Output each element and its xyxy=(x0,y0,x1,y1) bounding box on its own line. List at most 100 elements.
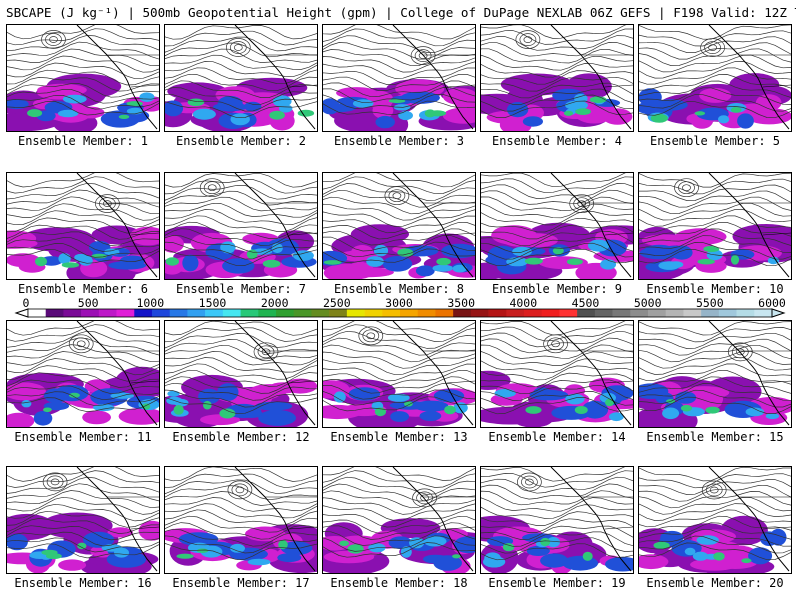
colorbar-tick-label: 5000 xyxy=(633,296,662,310)
ensemble-member-map[interactable] xyxy=(164,24,318,132)
ensemble-member-map[interactable] xyxy=(6,172,160,280)
colorbar-swatch xyxy=(28,309,47,317)
colorbar-swatch xyxy=(240,309,259,317)
colorbar-swatch xyxy=(470,309,489,317)
political-borders xyxy=(581,496,633,530)
colorbar-swatch xyxy=(417,309,436,317)
colorbar-swatch xyxy=(364,309,383,317)
ensemble-member-label: Ensemble Member: 9 xyxy=(491,282,623,296)
colorbar-swatch xyxy=(506,309,525,317)
ensemble-member-map[interactable] xyxy=(638,320,792,428)
political-borders xyxy=(107,202,159,236)
colorbar-swatch xyxy=(98,309,117,317)
ensemble-member-label: Ensemble Member: 15 xyxy=(646,430,784,444)
colorbar-tick-label: 3500 xyxy=(447,296,476,310)
colorbar-max-arrow xyxy=(771,308,786,318)
cape-shading xyxy=(165,77,315,131)
political-borders xyxy=(581,350,633,384)
coastline xyxy=(392,25,474,130)
colorbar-tick-label: 2500 xyxy=(322,296,351,310)
political-borders xyxy=(581,202,633,236)
colorbar-swatch xyxy=(453,309,472,317)
cape-shading xyxy=(7,512,159,573)
colorbar-swatch xyxy=(524,309,543,317)
map-plot xyxy=(165,173,317,279)
colorbar-swatch xyxy=(45,309,64,317)
political-borders xyxy=(739,496,791,530)
ensemble-member-label: Ensemble Member: 1 xyxy=(17,134,149,148)
political-borders xyxy=(423,54,475,88)
map-plot xyxy=(7,25,159,131)
figure-title: SBCAPE (J kg⁻¹) | 500mb Geopotential Hei… xyxy=(6,5,796,20)
coastline xyxy=(234,467,316,572)
colorbar-swatch xyxy=(630,309,649,317)
ensemble-member-map[interactable] xyxy=(638,172,792,280)
map-plot xyxy=(7,173,159,279)
colorbar-swatch xyxy=(612,309,631,317)
colorbar-swatch xyxy=(276,309,295,317)
height-contours xyxy=(481,173,633,267)
colorbar-swatch xyxy=(293,309,312,317)
political-borders xyxy=(581,54,633,88)
ensemble-member-map[interactable] xyxy=(322,466,476,574)
colorbar-swatch xyxy=(736,309,755,317)
coastline xyxy=(708,25,790,130)
colorbar-swatch xyxy=(258,309,277,317)
height-contours xyxy=(639,173,791,267)
political-borders xyxy=(265,496,317,530)
colorbar-tick-label: 6000 xyxy=(758,296,786,310)
ensemble-member-map[interactable] xyxy=(322,24,476,132)
colorbar-swatch xyxy=(329,309,348,317)
height-contours xyxy=(481,25,633,118)
political-borders xyxy=(423,202,475,236)
ensemble-member-label: Ensemble Member: 5 xyxy=(649,134,781,148)
political-borders xyxy=(423,350,475,384)
colorbar-swatch xyxy=(559,309,578,317)
coastline xyxy=(234,321,316,426)
coastline xyxy=(708,173,790,278)
political-borders xyxy=(423,496,475,530)
height-contours xyxy=(323,173,475,263)
colorbar-swatch xyxy=(205,309,224,317)
coastline xyxy=(234,25,316,130)
ensemble-member-map[interactable] xyxy=(480,320,634,428)
height-contours xyxy=(7,173,159,264)
ensemble-member-map[interactable] xyxy=(480,466,634,574)
colorbar-swatch xyxy=(718,309,737,317)
ensemble-member-map[interactable] xyxy=(638,466,792,574)
map-plot xyxy=(323,321,475,427)
colorbar-tick-label: 0 xyxy=(22,296,30,310)
political-borders xyxy=(107,496,159,530)
colorbar-tick-label: 1500 xyxy=(198,296,227,310)
ensemble-member-map[interactable] xyxy=(6,24,160,132)
cape-shading xyxy=(7,73,159,131)
map-plot xyxy=(323,173,475,279)
ensemble-member-map[interactable] xyxy=(164,320,318,428)
ensemble-member-label: Ensemble Member: 14 xyxy=(488,430,626,444)
ensemble-member-map[interactable] xyxy=(322,320,476,428)
ensemble-member-map[interactable] xyxy=(6,466,160,574)
ensemble-member-label: Ensemble Member: 16 xyxy=(14,576,152,590)
ensemble-member-map[interactable] xyxy=(164,172,318,280)
political-borders xyxy=(739,350,791,384)
map-plot xyxy=(639,321,791,427)
political-borders xyxy=(739,202,791,236)
ensemble-member-map[interactable] xyxy=(480,172,634,280)
ensemble-member-map[interactable] xyxy=(6,320,160,428)
ensemble-member-map[interactable] xyxy=(164,466,318,574)
height-contours xyxy=(165,321,317,415)
map-plot xyxy=(639,467,791,573)
coastline xyxy=(76,321,158,426)
ensemble-member-map[interactable] xyxy=(480,24,634,132)
height-contours xyxy=(639,25,791,119)
ensemble-member-map[interactable] xyxy=(322,172,476,280)
cape-shading xyxy=(7,225,159,279)
colorbar-swatch xyxy=(116,309,135,317)
political-borders xyxy=(107,350,159,384)
ensemble-member-label: Ensemble Member: 19 xyxy=(488,576,626,590)
map-plot xyxy=(481,173,633,279)
colorbar-swatch xyxy=(754,309,773,317)
colorbar-swatch xyxy=(577,309,596,317)
colorbar-tick-label: 2000 xyxy=(260,296,289,310)
ensemble-member-map[interactable] xyxy=(638,24,792,132)
